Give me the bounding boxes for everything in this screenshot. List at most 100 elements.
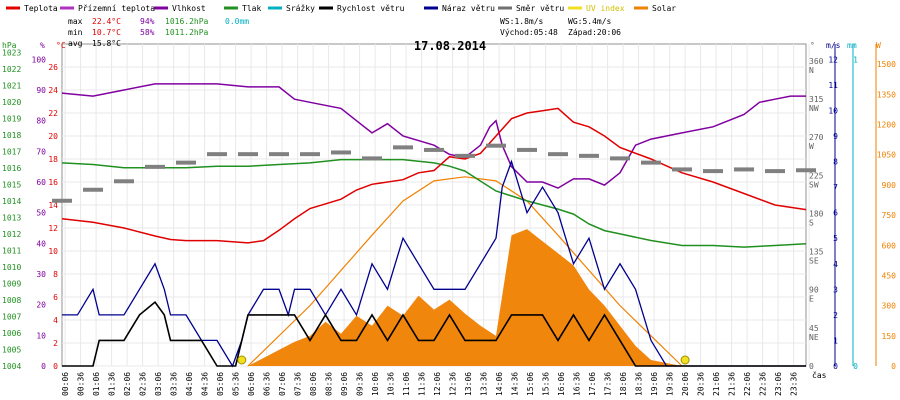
w-tick: 1500	[877, 60, 896, 69]
w-tick: 600	[882, 241, 897, 250]
hpa-tick: 1009	[2, 279, 21, 288]
w-tick: 150	[882, 332, 897, 341]
x-tick: 04:36	[201, 372, 210, 396]
pct-tick: 10	[36, 331, 46, 340]
wind-direction-mark	[517, 147, 537, 152]
hpa-tick: 1011	[2, 246, 21, 255]
ms-tick: 4	[833, 260, 838, 269]
humidity-line	[61, 83, 806, 189]
ms-tick: 11	[828, 81, 838, 90]
max-press: 1016.2hPa	[165, 17, 209, 26]
temp-tick: 0	[53, 362, 58, 371]
sunrise: Východ:05:48	[500, 28, 558, 37]
dir-tick: 180	[809, 209, 824, 218]
wind-direction-mark	[238, 152, 258, 157]
wind-direction-mark	[548, 152, 568, 157]
x-tick: 10:06	[371, 372, 380, 396]
pct-tick: 40	[36, 239, 46, 248]
w-tick: 1350	[877, 90, 896, 99]
wind-direction-mark	[641, 160, 661, 165]
hpa-tick: 1004	[2, 362, 21, 371]
hpa-tick: 1013	[2, 213, 21, 222]
wind-direction-mark	[362, 156, 382, 161]
mm-tick: 1	[853, 55, 858, 64]
legend-label: Rychlost větru	[337, 4, 405, 13]
uv-marker	[680, 355, 690, 365]
wind-direction-mark	[207, 152, 227, 157]
max-label: max	[68, 17, 83, 26]
ms-tick: 8	[833, 158, 838, 167]
wind-direction-mark	[703, 169, 723, 174]
temperature-line	[61, 107, 807, 244]
temp-tick: 2	[53, 339, 58, 348]
wind-direction-mark	[114, 179, 134, 184]
ms-tick: 1	[833, 336, 838, 345]
dir-tick: 90	[809, 286, 819, 295]
x-tick: 19:36	[666, 372, 675, 396]
min-temp: 10.7°C	[92, 28, 121, 37]
dir-tick: 225	[809, 171, 824, 180]
w-unit: W	[876, 41, 881, 50]
hpa-tick: 1008	[2, 296, 21, 305]
w-tick: 300	[882, 302, 897, 311]
dir-tick: 0	[809, 362, 814, 371]
x-tick: 21:06	[712, 372, 721, 396]
x-tick: 13:36	[480, 372, 489, 396]
pct-tick: 50	[36, 209, 46, 218]
ms-tick: 10	[828, 106, 838, 115]
hpa-tick: 1023	[2, 48, 21, 57]
uv-marker	[237, 355, 247, 365]
wind-gust-max: WG:5.4m/s	[568, 17, 612, 26]
x-tick: 03:36	[170, 372, 179, 396]
dir-tick-dir: S	[809, 218, 814, 227]
pct-tick: 30	[36, 270, 46, 279]
x-tick: 16:06	[557, 372, 566, 396]
temp-tick: 10	[48, 247, 58, 256]
hpa-tick: 1021	[2, 81, 21, 90]
dir-tick-dir: W	[809, 142, 814, 151]
temp-tick: 22	[48, 109, 58, 118]
x-tick: 22:36	[759, 372, 768, 396]
x-tick: 04:06	[185, 372, 194, 396]
legend-label: UV index	[586, 4, 625, 13]
x-tick: 16:36	[573, 372, 582, 396]
sunset: Západ:20:06	[568, 28, 621, 37]
x-tick: 08:36	[325, 372, 334, 396]
temp-tick: 6	[53, 293, 58, 302]
dir-tick: 135	[809, 248, 824, 257]
pct-tick: 60	[36, 178, 46, 187]
w-tick: 750	[882, 211, 897, 220]
wind-direction-mark	[393, 145, 413, 150]
hpa-tick: 1022	[2, 65, 21, 74]
solar-theoretical-line	[247, 176, 683, 367]
hpa-tick: 1018	[2, 131, 21, 140]
temp-tick: 14	[48, 201, 58, 210]
x-tick: 12:06	[433, 372, 442, 396]
wind-direction-mark	[145, 164, 165, 169]
x-tick: 15:36	[542, 372, 551, 396]
ms-tick: 0	[833, 362, 838, 371]
x-tick: 23:06	[774, 372, 783, 396]
hpa-tick: 1020	[2, 98, 21, 107]
pct-tick: 0	[41, 362, 46, 371]
hpa-tick: 1019	[2, 114, 21, 123]
dir-tick: 315	[809, 95, 824, 104]
deg-unit: °	[810, 41, 815, 50]
wind-direction-mark	[176, 160, 196, 165]
legend-label: Náraz větru	[442, 4, 495, 13]
hpa-tick: 1016	[2, 164, 21, 173]
legend-label: Teplota	[24, 4, 58, 13]
avg-label: avg	[68, 39, 83, 48]
temp-tick: 26	[48, 63, 58, 72]
x-tick: 14:06	[495, 372, 504, 396]
x-tick: 14:36	[511, 372, 520, 396]
legend-label: Směr větru	[516, 4, 564, 13]
wind-direction-mark	[269, 152, 289, 157]
x-tick: 15:06	[526, 372, 535, 396]
x-tick: 12:36	[449, 372, 458, 396]
temp-unit: °C	[56, 41, 66, 50]
stats-panel: max 22.4°C 94% 1016.2hPa 0.0mm min 10.7°…	[68, 17, 621, 48]
dir-tick-dir: SE	[809, 257, 819, 266]
wind-direction-mark	[300, 152, 320, 157]
legend-label: Tlak	[242, 4, 261, 13]
